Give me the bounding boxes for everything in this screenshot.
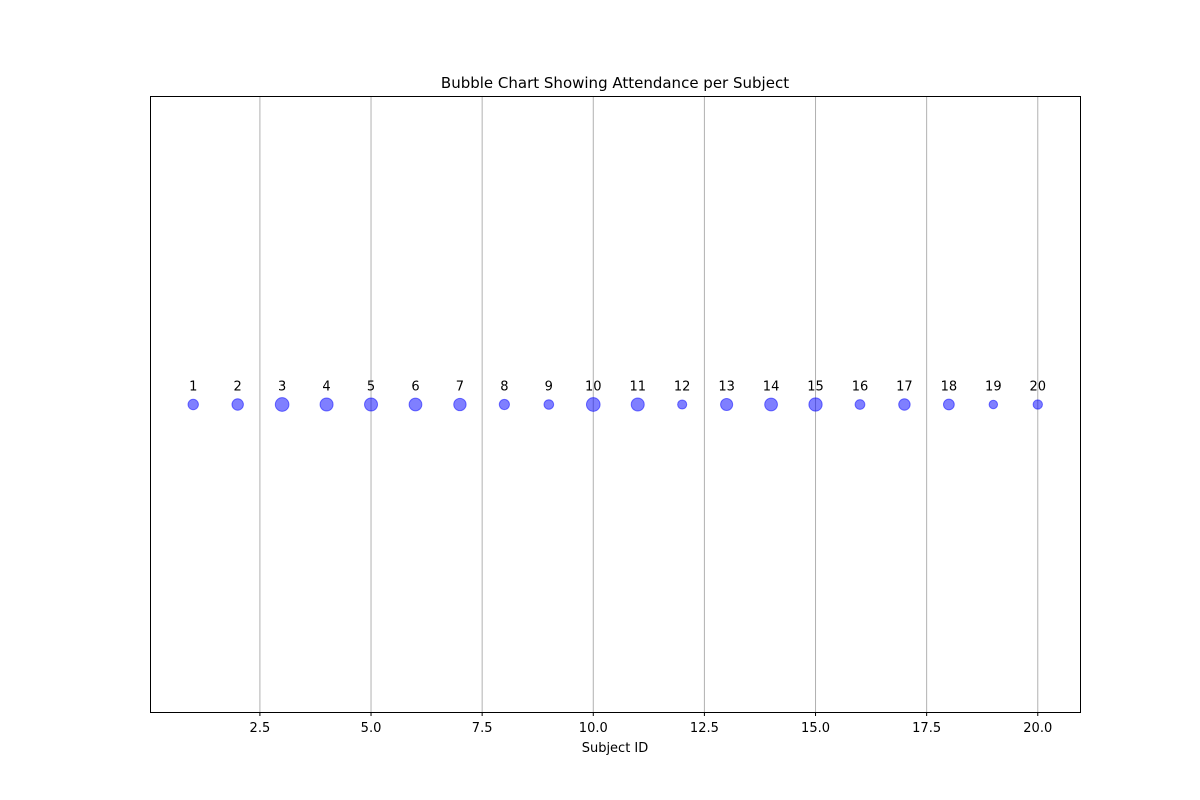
bubble	[677, 399, 688, 410]
bubble	[720, 397, 734, 412]
bubble	[988, 399, 999, 410]
bubble	[498, 398, 510, 411]
x-tick-label: 7.5	[472, 721, 493, 736]
bubble-label: 17	[896, 380, 913, 395]
bubble	[585, 397, 601, 412]
x-axis-label: Subject ID	[582, 741, 649, 756]
bubble-label: 11	[629, 380, 646, 395]
bubble	[274, 397, 290, 412]
bubble	[187, 398, 199, 411]
bubble-label: 12	[674, 380, 691, 395]
x-tick-label: 5.0	[361, 721, 382, 736]
x-tick-label: 12.5	[690, 721, 719, 736]
x-tick-label: 20.0	[1023, 721, 1052, 736]
bubble	[764, 397, 778, 412]
x-axis-ticks: 2.5 5.0 7.5 10.0 12.5 15.0 17.5 20.0	[250, 712, 1052, 736]
bubble-label: 13	[718, 380, 735, 395]
chart-title: Bubble Chart Showing Attendance per Subj…	[441, 74, 789, 92]
bubble-label: 19	[985, 380, 1002, 395]
bubble-label: 8	[500, 380, 508, 395]
bubble-labels: 1 2 3 4 5 6 7 8 9 10 11 12 13 14 15 16 17 18 19 20	[189, 380, 1046, 395]
bubble-label: 18	[941, 380, 958, 395]
x-tick-label: 10.0	[579, 721, 608, 736]
x-tick-label: 2.5	[250, 721, 271, 736]
bubbles	[187, 397, 1043, 412]
bubble-label: 7	[456, 380, 464, 395]
bubble-label: 10	[585, 380, 602, 395]
bubble-label: 5	[367, 380, 375, 395]
bubble-label: 2	[234, 380, 242, 395]
bubble-label: 20	[1029, 380, 1046, 395]
bubble	[630, 397, 645, 412]
bubble	[543, 399, 555, 410]
bubble	[898, 398, 911, 411]
bubble	[453, 397, 467, 412]
bubble	[1032, 399, 1043, 410]
bubble-label: 1	[189, 380, 197, 395]
bubble-label: 16	[852, 380, 869, 395]
bubble	[942, 398, 955, 411]
plot-frame	[150, 96, 1081, 713]
bubble	[231, 398, 244, 411]
bubble	[364, 397, 379, 412]
bubble-label: 3	[278, 380, 286, 395]
x-tick-label: 15.0	[801, 721, 830, 736]
bubble-label: 14	[763, 380, 780, 395]
bubble-label: 15	[807, 380, 824, 395]
bubble	[319, 397, 334, 412]
bubble	[854, 399, 866, 410]
bubble-label: 4	[322, 380, 330, 395]
bubble	[408, 397, 423, 412]
bubble-label: 9	[545, 380, 553, 395]
bubble	[808, 397, 823, 412]
bubble-label: 6	[411, 380, 419, 395]
x-tick-label: 17.5	[912, 721, 941, 736]
